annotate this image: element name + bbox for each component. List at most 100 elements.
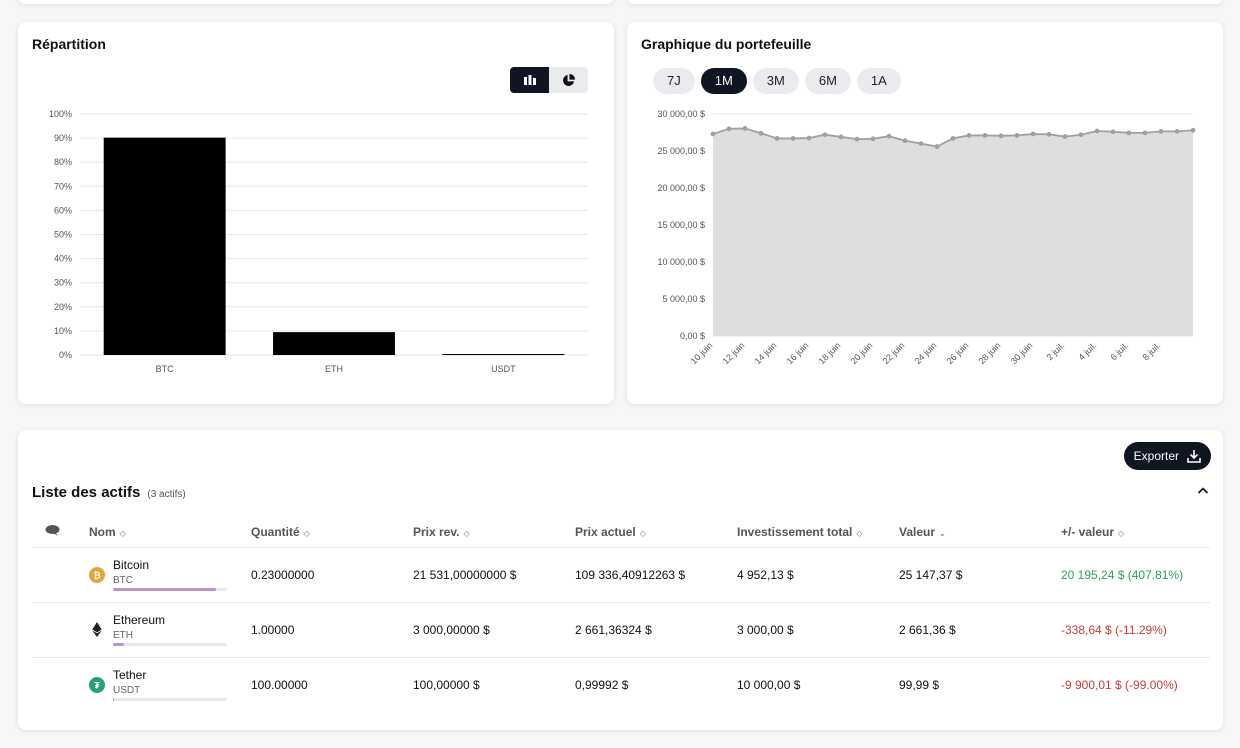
data-point [1158,128,1164,134]
value-cell: 2 661,36 $ [899,602,1061,658]
table-row[interactable]: Ethereum ETH 1.00000 3 000,00000 $ 2 661… [32,602,1210,658]
x-tick-label: 30 juin [1009,340,1035,366]
bar-usdt [442,354,565,356]
data-point [966,133,972,138]
value-cell: 25 147,37 $ [899,547,1061,603]
x-tick-label: 4 juil. [1076,340,1098,362]
table-row[interactable]: ₿ Bitcoin BTC 0.23000000 21 531,00000000… [32,547,1210,603]
period-3m[interactable]: 3M [752,68,799,94]
data-point [806,135,812,141]
sort-icon: ◇ [1118,528,1125,538]
table-row[interactable]: ₮ Tether USDT 100.00000 100,00000 $ 0,99… [32,657,1210,712]
portfolio-title: Graphique du portefeuille [641,36,812,52]
y-tick-label: 10% [54,326,72,336]
export-button[interactable]: Exporter [1123,442,1211,470]
y-tick-label: 30% [54,278,72,288]
table-header-row: Nom ◇ Quantité ◇ Prix rev. ◇ Prix actuel ◇ I… [32,517,1210,548]
download-icon [1187,450,1201,463]
asset-count: (3 actifs) [147,489,186,500]
period-7j[interactable]: 7J [653,68,695,94]
svg-text:₮: ₮ [94,680,100,690]
asset-symbol: USDT [113,685,141,697]
current-price-cell: 109 336,40912263 $ [575,547,737,603]
data-point [1126,130,1132,136]
sort-icon: ◇ [463,528,470,538]
comment-icon [45,524,60,536]
bar-view-button[interactable] [510,67,549,93]
data-point [902,138,908,144]
portfolio-card: Graphique du portefeuille 7J 1M 3M 6M 1A… [627,22,1223,404]
data-point [838,134,844,140]
data-point [886,133,892,139]
pnl-cell: -338,64 $ (-11.29%) [1061,602,1210,658]
allocation-bar-chart: 0% 10% 20% 30% 40% 50% 60% 70% 80% 90% 100% BTC ETH U… [49,109,588,374]
data-point [1110,129,1116,135]
portfolio-area-chart: 0,00 $ 5 000,00 $ 10 000,00 $ 15 000,00 $ 20… [657,109,1196,366]
top-card-left [18,0,614,4]
column-prix-actuel[interactable]: Prix actuel ◇ [575,517,737,548]
asset-cell: ₿ Bitcoin BTC [89,558,251,591]
x-tick-label: 22 juin [881,340,907,366]
tether-icon: ₮ [89,676,105,693]
x-tick-label: 18 juin [817,340,843,366]
y-tick-label: 50% [54,230,72,240]
x-tick-label: 10 juin [689,340,715,366]
x-tick-label: 2 juil. [1044,340,1066,362]
value-cell: 99,99 $ [899,677,940,692]
quantity-cell: 0.23000000 [251,547,413,603]
column-valeur[interactable]: Valeur ⌄ [899,517,1061,548]
current-price-cell: 2 661,36324 $ [575,602,737,658]
data-point [710,131,716,137]
column-investissement[interactable]: Investissement total ◇ [737,517,899,548]
x-tick-label: 26 juin [945,340,971,366]
allocation-card: Répartition 0% 10% 20% 30% 40% 50% 60% 70% 80% 90… [18,22,614,404]
data-point [934,144,940,149]
sort-icon: ◇ [303,528,310,538]
x-tick-label: ETH [325,364,343,374]
pnl-cell: -9 900,01 $ (-99.00%) [1061,677,1178,692]
asset-table: Nom ◇ Quantité ◇ Prix rev. ◇ Prix actuel ◇ I… [32,517,1210,712]
sort-icon: ◇ [639,528,646,538]
y-tick-label: 30 000,00 $ [657,109,705,119]
y-tick-label: 80% [54,157,72,167]
column-plus-minus[interactable]: +/- valeur ◇ [1061,517,1210,548]
data-point [822,132,828,138]
period-1m[interactable]: 1M [700,68,747,94]
y-tick-label: 60% [54,205,72,215]
column-nom[interactable]: Nom ◇ [89,517,251,548]
y-tick-label: 5 000,00 $ [662,294,705,304]
data-point [1094,128,1100,134]
data-point [1014,133,1020,138]
y-tick-label: 70% [54,181,72,191]
column-quantite[interactable]: Quantité ◇ [251,517,413,548]
column-prix-rev[interactable]: Prix rev. ◇ [413,517,575,548]
x-tick-label: USDT [491,364,516,374]
current-price-cell: 0,99992 $ [575,677,629,692]
area-fill [713,128,1193,336]
data-point [950,136,956,141]
y-tick-label: 0,00 $ [680,331,705,341]
bitcoin-icon: ₿ [89,566,105,583]
invested-cell: 3 000,00 $ [737,602,899,658]
y-tick-label: 20 000,00 $ [657,183,705,193]
bar-eth [273,332,395,355]
data-point [918,141,924,146]
period-1a[interactable]: 1A [856,68,901,94]
asset-cell: Ethereum ETH [89,613,251,646]
asset-name: Ethereum [113,613,166,627]
data-point [870,136,876,142]
data-point [726,126,732,132]
data-point [758,130,764,136]
pie-view-button[interactable] [549,67,588,93]
x-tick-label: 6 juil. [1108,340,1130,362]
x-tick-label: 12 juin [721,340,747,366]
data-point [1046,131,1052,137]
chevron-up-icon[interactable] [1197,486,1209,496]
data-point [1142,130,1148,136]
allocation-bar [113,643,227,646]
period-6m[interactable]: 6M [804,68,851,94]
y-tick-label: 25 000,00 $ [657,146,705,156]
data-point [790,136,796,141]
data-point [1078,132,1084,138]
asset-list-heading: Liste des actifs (3 actifs) [32,484,186,501]
